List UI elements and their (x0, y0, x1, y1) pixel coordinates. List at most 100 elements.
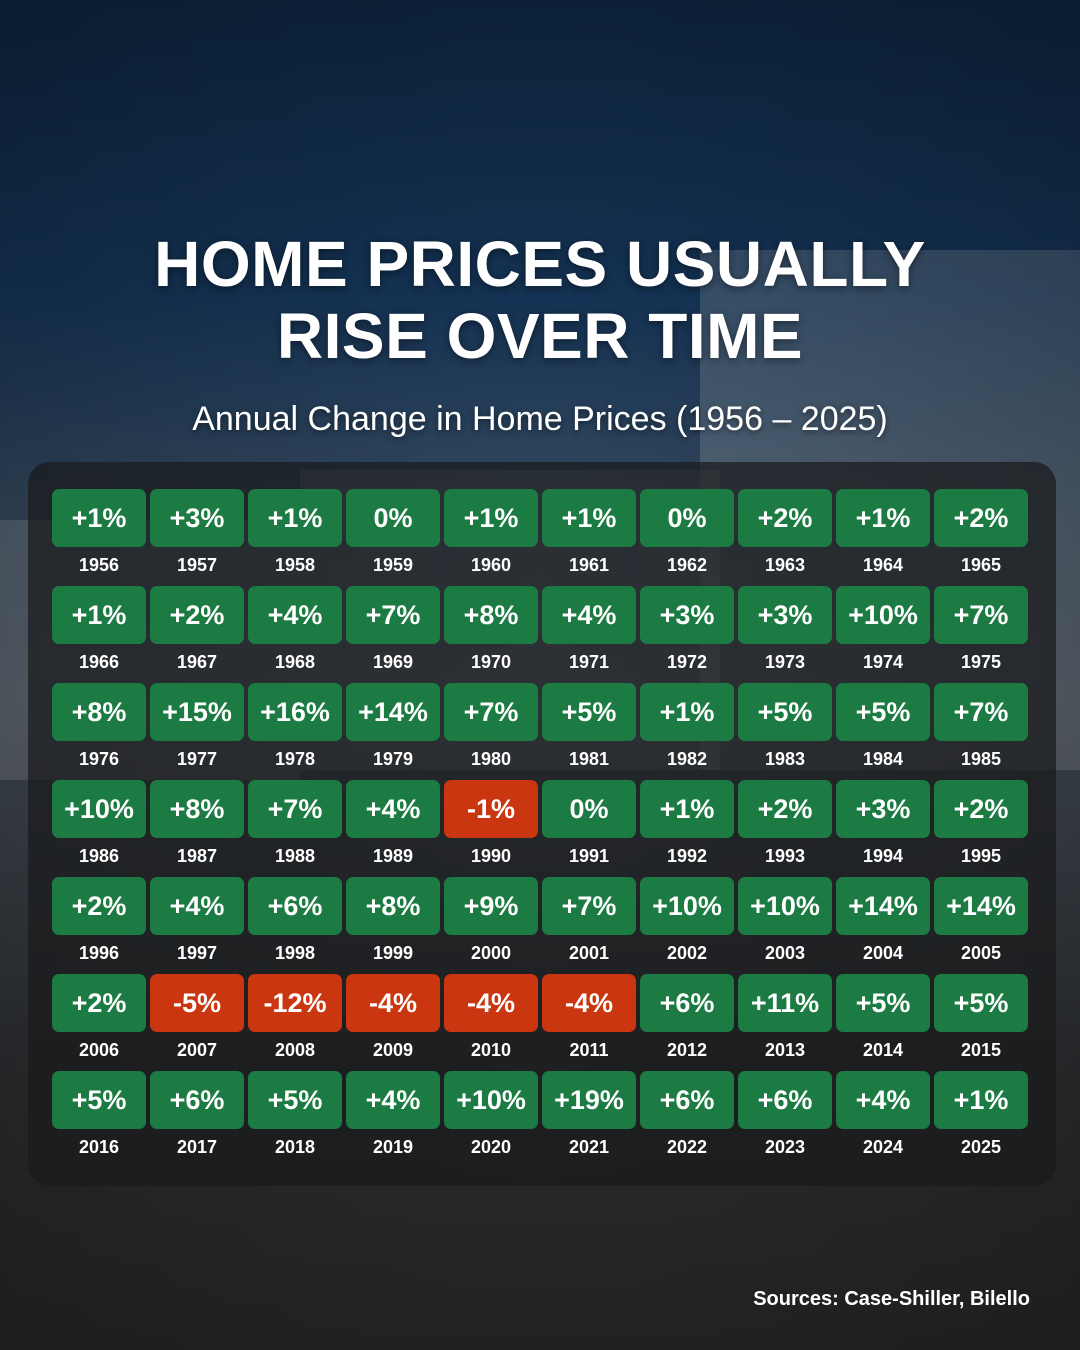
year-label: 1964 (862, 555, 904, 575)
year-cell: +1% 1964 (836, 489, 930, 586)
year-label: 1980 (470, 749, 512, 769)
year-cell: -4% 2011 (542, 974, 636, 1071)
year-cell: +1% 1960 (444, 489, 538, 586)
change-tile: +7% (346, 586, 440, 644)
year-cell: +7% 1969 (346, 586, 440, 683)
year-label: 1996 (78, 943, 120, 963)
change-tile: +2% (934, 489, 1028, 547)
year-label: 1998 (274, 943, 316, 963)
year-cell: +15% 1977 (150, 683, 244, 780)
change-tile: +16% (248, 683, 342, 741)
year-label: 1969 (372, 652, 414, 672)
year-cell: +5% 2015 (934, 974, 1028, 1071)
change-tile: +2% (738, 489, 832, 547)
year-cell: +6% 2012 (640, 974, 734, 1071)
year-label: 2021 (568, 1137, 610, 1157)
year-label: 1994 (862, 846, 904, 866)
year-cell: -4% 2010 (444, 974, 538, 1071)
year-label: 1967 (176, 652, 218, 672)
year-label: 1961 (568, 555, 610, 575)
year-label: 2014 (862, 1040, 904, 1060)
year-label: 1962 (666, 555, 708, 575)
year-label: 1991 (568, 846, 610, 866)
year-cell: +8% 1970 (444, 586, 538, 683)
year-label: 2009 (372, 1040, 414, 1060)
year-cell: +1% 1992 (640, 780, 734, 877)
page-title: HOME PRICES USUALLY RISE OVER TIME (0, 228, 1080, 372)
change-tile: +10% (444, 1071, 538, 1129)
year-label: 2012 (666, 1040, 708, 1060)
year-cell: 0% 1959 (346, 489, 440, 586)
year-cell: +4% 1971 (542, 586, 636, 683)
year-cell: +6% 2023 (738, 1071, 832, 1168)
year-cell: +1% 2025 (934, 1071, 1028, 1168)
change-tile: +4% (150, 877, 244, 935)
year-label: 1976 (78, 749, 120, 769)
year-label: 2019 (372, 1137, 414, 1157)
year-label: 1970 (470, 652, 512, 672)
year-cell: +10% 1986 (52, 780, 146, 877)
change-tile: +7% (248, 780, 342, 838)
year-grid: +1% 1956 +3% 1957 +1% 1958 0% 1959 +1% 1960 +1% 196… (52, 489, 1032, 1168)
year-label: 2002 (666, 943, 708, 963)
year-cell: +2% 1996 (52, 877, 146, 974)
title-line-1: HOME PRICES USUALLY (154, 228, 926, 300)
change-tile: +6% (150, 1071, 244, 1129)
year-label: 1982 (666, 749, 708, 769)
year-cell: +7% 1980 (444, 683, 538, 780)
change-tile: +8% (444, 586, 538, 644)
change-tile: -5% (150, 974, 244, 1032)
change-tile: +5% (542, 683, 636, 741)
year-cell: +5% 1984 (836, 683, 930, 780)
year-label: 2010 (470, 1040, 512, 1060)
year-label: 1979 (372, 749, 414, 769)
year-cell: +14% 2004 (836, 877, 930, 974)
change-tile: +6% (640, 974, 734, 1032)
year-label: 1974 (862, 652, 904, 672)
year-label: 1960 (470, 555, 512, 575)
change-tile: +3% (738, 586, 832, 644)
year-label: 2016 (78, 1137, 120, 1157)
year-cell: +11% 2013 (738, 974, 832, 1071)
year-cell: +4% 2019 (346, 1071, 440, 1168)
year-cell: +2% 1995 (934, 780, 1028, 877)
year-label: 1999 (372, 943, 414, 963)
year-cell: +3% 1973 (738, 586, 832, 683)
year-label: 1958 (274, 555, 316, 575)
year-label: 2017 (176, 1137, 218, 1157)
year-cell: -1% 1990 (444, 780, 538, 877)
change-tile: +7% (444, 683, 538, 741)
change-tile: +14% (934, 877, 1028, 935)
year-label: 1981 (568, 749, 610, 769)
year-label: 1972 (666, 652, 708, 672)
change-tile: -4% (542, 974, 636, 1032)
year-label: 1995 (960, 846, 1002, 866)
change-tile: +3% (836, 780, 930, 838)
year-label: 1971 (568, 652, 610, 672)
year-cell: +6% 1998 (248, 877, 342, 974)
year-label: 2011 (569, 1040, 609, 1060)
year-cell: +2% 1967 (150, 586, 244, 683)
year-cell: -5% 2007 (150, 974, 244, 1071)
change-tile: +1% (248, 489, 342, 547)
year-cell: +2% 1963 (738, 489, 832, 586)
change-tile: +2% (150, 586, 244, 644)
year-label: 1966 (78, 652, 120, 672)
change-tile: +8% (150, 780, 244, 838)
change-tile: +8% (52, 683, 146, 741)
year-cell: +5% 2014 (836, 974, 930, 1071)
year-label: 2022 (666, 1137, 708, 1157)
source-note: Sources: Case-Shiller, Bilello (753, 1288, 1030, 1310)
year-cell: 0% 1991 (542, 780, 636, 877)
year-label: 2023 (764, 1137, 806, 1157)
year-label: 1965 (960, 555, 1002, 575)
year-cell: +8% 1976 (52, 683, 146, 780)
change-tile: +5% (836, 974, 930, 1032)
year-label: 1989 (372, 846, 414, 866)
change-tile: +2% (52, 877, 146, 935)
year-label: 2013 (764, 1040, 806, 1060)
year-cell: +3% 1957 (150, 489, 244, 586)
year-label: 1968 (274, 652, 316, 672)
year-cell: +1% 1958 (248, 489, 342, 586)
year-label: 2000 (470, 943, 512, 963)
